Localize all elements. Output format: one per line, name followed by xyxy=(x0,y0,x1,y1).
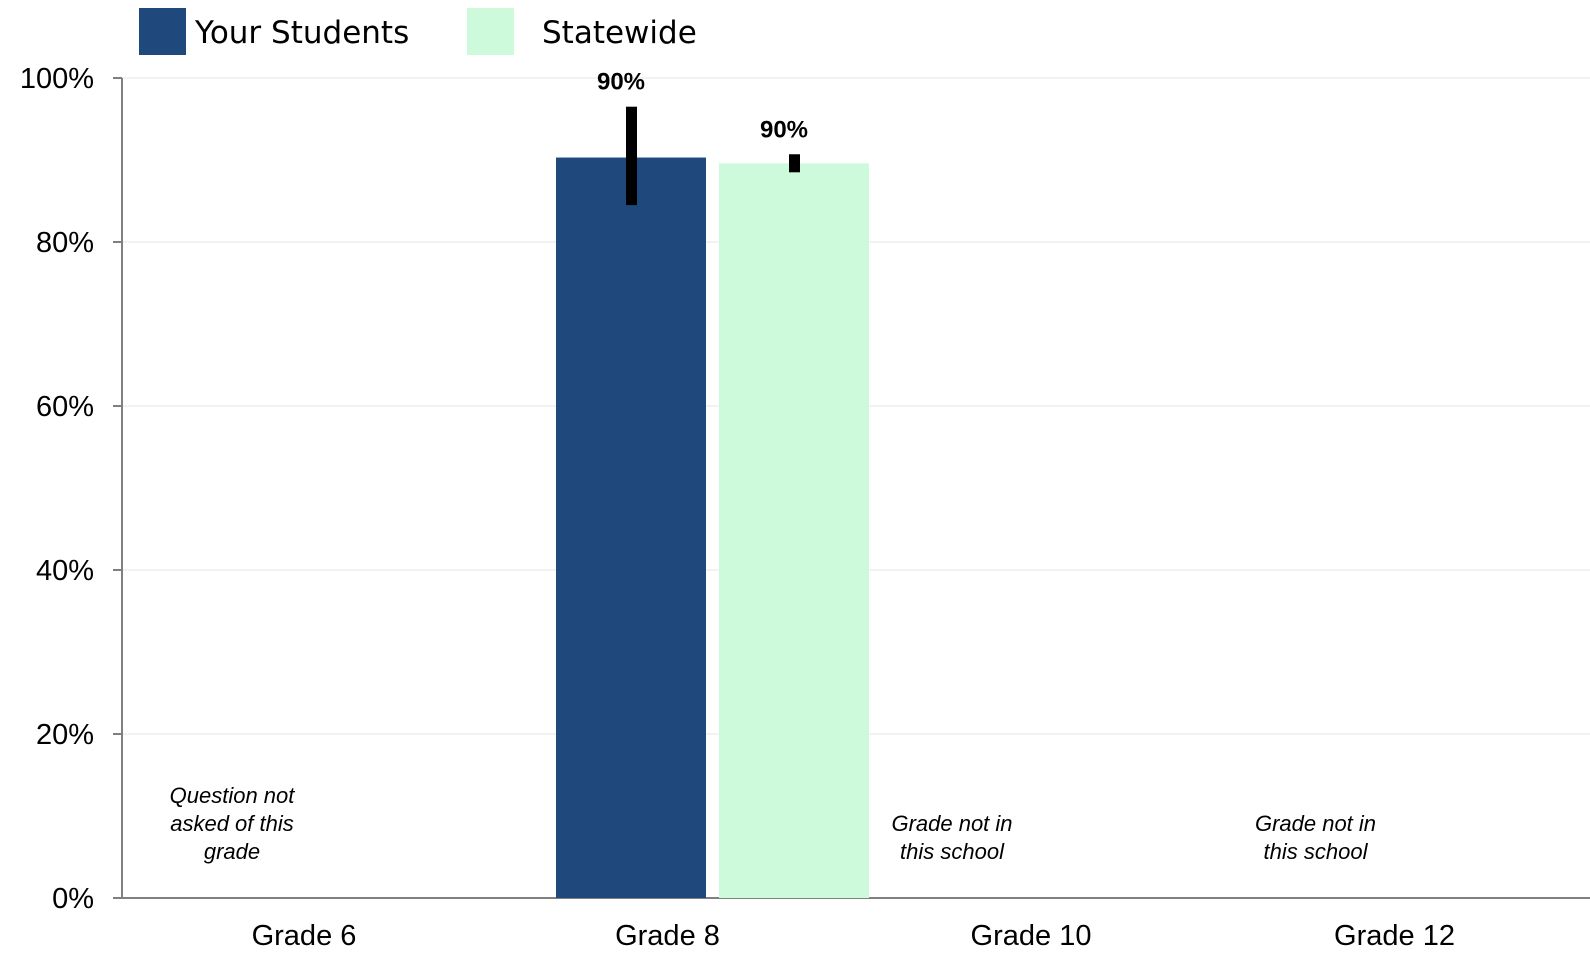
bar xyxy=(556,157,706,899)
error-bar xyxy=(626,106,637,206)
x-tick-label: Grade 10 xyxy=(971,920,1092,952)
data-label: 90% xyxy=(597,69,645,96)
x-tick-label: Grade 8 xyxy=(615,920,720,952)
category-note: Grade not in xyxy=(891,811,1012,836)
category-note: Question not xyxy=(170,783,296,808)
y-tick-label: 80% xyxy=(36,227,94,259)
legend-swatch xyxy=(467,8,514,55)
y-tick-label: 20% xyxy=(36,719,94,751)
category-note: grade xyxy=(204,839,260,864)
category-note: this school xyxy=(1264,839,1369,864)
legend-label: Your Students xyxy=(194,15,409,51)
x-tick-label: Grade 6 xyxy=(252,920,357,952)
y-tick-label: 0% xyxy=(52,883,94,915)
y-tick-label: 60% xyxy=(36,391,94,423)
category-note: Grade not in xyxy=(1255,811,1376,836)
legend-label: Statewide xyxy=(542,15,697,51)
category-note: this school xyxy=(900,839,1005,864)
y-tick-label: 100% xyxy=(20,63,94,95)
error-bar xyxy=(789,154,800,173)
y-tick-label: 40% xyxy=(36,555,94,587)
bar xyxy=(719,163,869,898)
x-tick-label: Grade 12 xyxy=(1334,920,1455,952)
category-note: asked of this xyxy=(170,811,294,836)
legend-swatch xyxy=(139,8,186,55)
data-label: 90% xyxy=(760,116,808,143)
